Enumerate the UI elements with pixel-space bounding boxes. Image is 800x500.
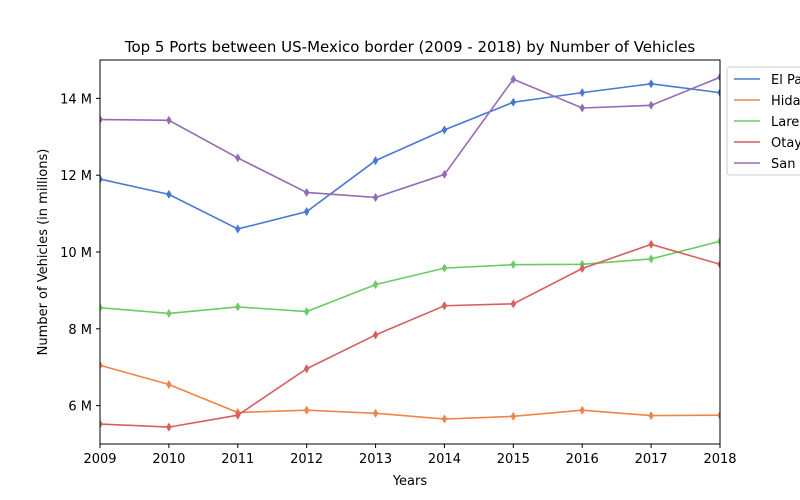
x-tick-label: 2015: [497, 452, 530, 467]
x-tick-label: 2010: [152, 452, 185, 467]
data-point-marker: [441, 301, 448, 311]
legend-label: Lare: [771, 115, 799, 130]
x-tick-label: 2016: [566, 452, 599, 467]
data-point-marker: [648, 411, 654, 421]
data-point-marker: [234, 302, 241, 312]
data-point-marker: [166, 115, 172, 125]
series-line: [100, 243, 720, 428]
x-tick-label: 2018: [703, 452, 736, 467]
legend: El Pa Hida Lare Otay San: [726, 66, 800, 176]
data-point-marker: [100, 174, 103, 184]
data-point-marker: [234, 224, 241, 234]
legend-box: [726, 66, 800, 176]
y-tick-label: 14 M: [60, 92, 92, 107]
data-point-marker: [717, 410, 720, 420]
legend-label: San: [771, 157, 795, 172]
series-layer: [100, 72, 720, 432]
series-line: [100, 364, 720, 420]
y-tick-label: 8 M: [68, 323, 92, 338]
x-tick-label: 2012: [290, 452, 323, 467]
data-point-marker: [303, 307, 310, 317]
data-point-marker: [303, 207, 310, 217]
legend-item: El Pa: [734, 73, 800, 88]
series-0: [100, 79, 720, 234]
legend-label: El Pa: [771, 73, 800, 88]
data-point-marker: [579, 88, 586, 98]
data-point-marker: [510, 74, 517, 84]
data-point-marker: [441, 125, 448, 135]
series-2: [100, 236, 720, 318]
data-point-marker: [579, 405, 586, 415]
data-point-marker: [441, 263, 448, 273]
data-point-marker: [372, 280, 379, 290]
data-point-marker: [100, 419, 103, 429]
x-tick-label: 2011: [221, 452, 254, 467]
data-point-marker: [303, 405, 310, 415]
x-tick-label: 2017: [635, 452, 668, 467]
data-point-marker: [510, 299, 517, 309]
data-point-marker: [579, 264, 586, 274]
data-point-marker: [372, 330, 379, 340]
x-tick-label: 2013: [359, 452, 392, 467]
series-line: [100, 76, 720, 199]
series-line: [100, 240, 720, 315]
legend-item: Lare: [734, 115, 799, 130]
series-1: [100, 360, 720, 424]
data-point-marker: [510, 97, 517, 107]
data-point-marker: [166, 308, 172, 318]
data-point-marker: [303, 364, 310, 374]
data-point-marker: [166, 379, 172, 389]
data-point-marker: [166, 189, 172, 199]
legend-item: Hida: [734, 94, 800, 109]
series-3: [100, 239, 720, 432]
data-point-marker: [717, 236, 720, 246]
legend-label: Hida: [771, 94, 800, 109]
legend-item: Otay: [734, 136, 800, 151]
series-4: [100, 72, 720, 202]
data-point-marker: [100, 360, 103, 370]
data-point-marker: [648, 239, 654, 249]
axes-layer: 2009 2010 2011 2012 2013 2014 2015 2016 2017 2018…: [60, 59, 737, 467]
y-tick-label: 12 M: [60, 169, 92, 184]
data-point-marker: [372, 408, 379, 418]
data-point-marker: [441, 169, 448, 179]
x-tick-label: 2009: [83, 452, 116, 467]
data-point-marker: [717, 259, 720, 269]
data-point-marker: [372, 156, 379, 166]
data-point-marker: [303, 187, 310, 197]
legend-item: San: [734, 157, 795, 172]
data-point-marker: [717, 72, 720, 82]
chart-title: Top 5 Ports between US-Mexico border (20…: [124, 38, 696, 56]
data-point-marker: [441, 414, 448, 424]
y-tick-label: 10 M: [60, 246, 92, 261]
series-line: [100, 83, 720, 230]
data-point-marker: [579, 103, 586, 113]
data-point-marker: [717, 88, 720, 98]
x-axis-label: Years: [392, 474, 428, 489]
data-point-marker: [510, 411, 517, 421]
data-point-marker: [648, 100, 654, 110]
data-point-marker: [234, 153, 241, 163]
data-point-marker: [648, 79, 654, 89]
data-point-marker: [234, 410, 241, 420]
data-point-marker: [100, 303, 103, 313]
data-point-marker: [100, 115, 103, 125]
y-axis-label: Number of Vehicles (in millions): [36, 149, 51, 356]
x-tick-label: 2014: [428, 452, 461, 467]
legend-label: Otay: [771, 136, 800, 151]
data-point-marker: [166, 422, 172, 432]
y-tick-label: 6 M: [68, 400, 92, 415]
data-point-marker: [372, 192, 379, 202]
data-point-marker: [510, 260, 517, 270]
data-point-marker: [648, 254, 654, 264]
